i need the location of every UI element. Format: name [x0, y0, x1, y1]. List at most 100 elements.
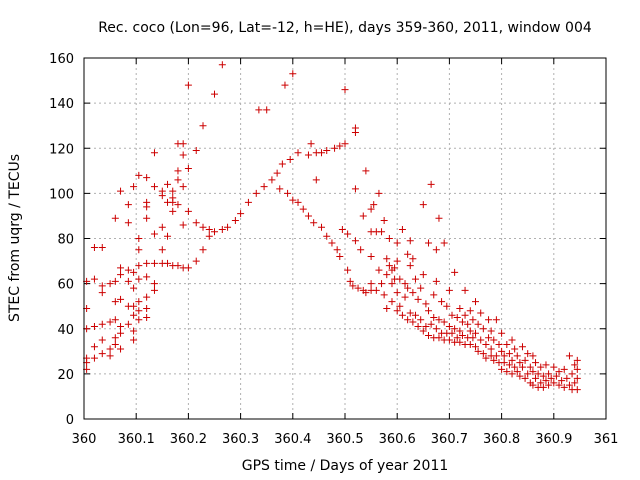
data-point [464, 320, 472, 328]
data-point [458, 318, 466, 326]
data-point [150, 259, 158, 267]
data-point [211, 228, 218, 236]
data-point [383, 271, 391, 279]
data-point [164, 232, 172, 240]
data-point [474, 320, 482, 328]
data-point [117, 187, 125, 195]
data-point [90, 343, 98, 351]
data-point [432, 246, 440, 254]
data-point [466, 327, 474, 335]
data-point [263, 106, 271, 114]
data-point [310, 219, 318, 227]
data-point [378, 280, 386, 288]
data-point [388, 298, 396, 306]
x-tick-label: 360.5 [326, 432, 363, 447]
data-point [90, 244, 98, 252]
data-point [370, 201, 378, 209]
data-point [445, 336, 453, 344]
data-point [500, 352, 508, 360]
y-tick-label: 140 [49, 97, 74, 112]
data-point [286, 156, 294, 164]
data-point [357, 246, 365, 254]
data-point [521, 356, 529, 364]
data-point [98, 244, 106, 252]
data-point [451, 325, 459, 333]
data-point [401, 293, 409, 301]
data-point [511, 345, 519, 353]
data-point [143, 304, 151, 312]
data-point [278, 160, 286, 168]
data-point [383, 304, 391, 312]
data-point [117, 264, 125, 272]
y-tick-label: 160 [49, 52, 74, 67]
data-point [98, 350, 106, 358]
data-point [461, 311, 469, 319]
data-point [158, 246, 166, 254]
data-point [526, 363, 534, 371]
data-point [461, 286, 469, 294]
x-tick-label: 360.4 [274, 432, 311, 447]
data-point [425, 307, 433, 315]
data-point [495, 341, 503, 349]
data-point [435, 214, 443, 222]
data-point [438, 298, 446, 306]
data-point [409, 289, 417, 297]
data-point [304, 212, 312, 220]
data-point [143, 259, 151, 267]
data-point [135, 298, 143, 306]
data-point [150, 280, 158, 288]
data-point [117, 329, 125, 337]
y-tick-label: 80 [57, 233, 74, 248]
data-point [244, 198, 252, 206]
data-point [143, 313, 151, 321]
data-point [516, 359, 524, 367]
data-point [440, 318, 448, 326]
data-points [83, 61, 581, 394]
data-point [435, 334, 443, 342]
data-point [409, 255, 417, 263]
data-point [98, 336, 106, 344]
data-point [432, 325, 440, 333]
data-point [485, 316, 493, 324]
data-point [417, 284, 425, 292]
data-point [490, 356, 498, 364]
data-point [90, 275, 98, 283]
data-point [513, 352, 521, 360]
data-point [124, 201, 132, 209]
x-tick-label: 360.3 [222, 432, 259, 447]
data-point [143, 273, 151, 281]
data-point [427, 320, 435, 328]
data-point [174, 262, 182, 270]
data-point [111, 298, 119, 306]
data-point [511, 363, 519, 371]
data-point [276, 185, 284, 193]
data-point [477, 336, 485, 344]
data-point [393, 239, 401, 247]
data-point [568, 370, 576, 378]
data-point [422, 300, 430, 308]
data-point [498, 347, 506, 355]
data-point [164, 259, 172, 267]
data-point [414, 322, 422, 330]
data-point [375, 189, 383, 197]
data-point [414, 295, 422, 303]
data-point [477, 309, 485, 317]
data-point [398, 311, 406, 319]
data-point [440, 239, 448, 247]
data-point [573, 365, 581, 373]
data-point [331, 144, 339, 152]
x-tick-label: 360.8 [483, 432, 520, 447]
data-point [406, 309, 414, 317]
data-point [143, 198, 151, 206]
data-point [333, 246, 341, 254]
data-point [231, 216, 239, 224]
data-point [135, 262, 143, 270]
data-point [158, 223, 166, 231]
data-point [393, 307, 401, 315]
data-point [445, 286, 453, 294]
data-point [537, 379, 545, 387]
data-point [409, 318, 417, 326]
data-point [422, 322, 430, 330]
data-point [401, 280, 409, 288]
data-point [124, 277, 132, 285]
